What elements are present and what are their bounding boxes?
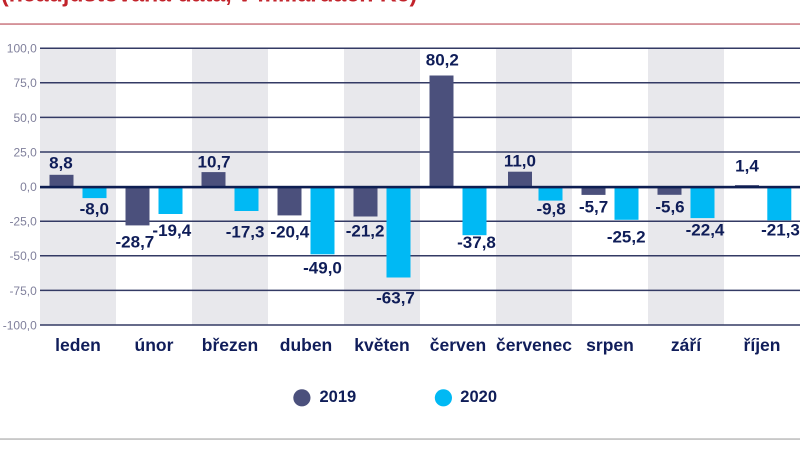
svg-text:únor: únor	[135, 335, 174, 355]
svg-text:-21,2: -21,2	[346, 222, 385, 241]
svg-text:-28,7: -28,7	[116, 232, 155, 251]
svg-text:-75,0: -75,0	[9, 284, 37, 298]
svg-text:březen: březen	[202, 335, 258, 355]
svg-text:červenec: červenec	[496, 335, 572, 355]
svg-text:říjen: říjen	[744, 335, 781, 355]
svg-text:-63,7: -63,7	[376, 288, 415, 307]
svg-text:100,0: 100,0	[7, 42, 37, 56]
svg-text:-9,8: -9,8	[536, 200, 565, 219]
svg-text:1,4: 1,4	[735, 157, 759, 176]
svg-text:-37,8: -37,8	[457, 233, 496, 252]
svg-text:-8,0: -8,0	[80, 200, 109, 219]
svg-text:10,7: 10,7	[198, 153, 231, 172]
svg-text:leden: leden	[55, 335, 101, 355]
svg-text:11,0: 11,0	[504, 151, 536, 170]
svg-text:-17,3: -17,3	[226, 222, 265, 241]
svg-text:80,2: 80,2	[426, 51, 459, 70]
svg-text:-50,0: -50,0	[9, 249, 37, 263]
svg-text:-19,4: -19,4	[152, 221, 191, 240]
svg-text:květen: květen	[354, 335, 409, 355]
svg-text:0,0: 0,0	[20, 180, 37, 194]
svg-text:2020: 2020	[460, 388, 497, 406]
svg-text:2019: 2019	[320, 388, 357, 406]
svg-text:-22,4: -22,4	[686, 221, 725, 240]
svg-text:25,0: 25,0	[13, 145, 37, 159]
svg-text:-20,4: -20,4	[270, 222, 309, 241]
svg-text:září: září	[671, 335, 702, 355]
svg-text:-25,0: -25,0	[9, 215, 37, 229]
svg-text:75,0: 75,0	[13, 76, 37, 90]
svg-text:-21,3: -21,3	[761, 221, 800, 240]
svg-text:-5,6: -5,6	[655, 198, 684, 217]
svg-text:(neadjustovaná data, v miliard: (neadjustovaná data, v miliardách Kč)	[1, 0, 417, 6]
svg-text:50,0: 50,0	[13, 111, 37, 125]
svg-text:duben: duben	[280, 335, 333, 355]
svg-text:-100,0: -100,0	[3, 318, 37, 332]
svg-text:-5,7: -5,7	[579, 198, 608, 217]
svg-text:-25,2: -25,2	[607, 227, 646, 246]
svg-text:červen: červen	[430, 335, 486, 355]
svg-text:-49,0: -49,0	[303, 259, 342, 278]
svg-text:srpen: srpen	[586, 335, 634, 355]
svg-text:8,8: 8,8	[49, 154, 73, 173]
